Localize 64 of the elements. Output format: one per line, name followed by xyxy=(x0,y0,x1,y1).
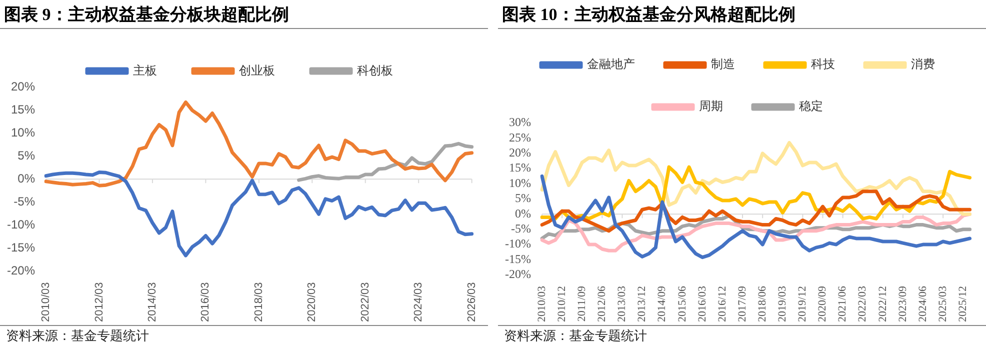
y-tick-label: 15% xyxy=(508,160,531,175)
x-tick-label: 2023/09 xyxy=(896,285,909,322)
y-tick-label: 0% xyxy=(18,171,36,186)
legend-label: 制造 xyxy=(711,57,735,72)
y-tick-label: 25% xyxy=(508,130,531,144)
y-tick-label: -15% xyxy=(504,252,531,266)
y-tick-label: 30% xyxy=(508,115,531,130)
legend-label: 科技 xyxy=(811,57,835,72)
x-tick-label: 2010/03 xyxy=(40,282,52,322)
x-tick-label: 2014/09 xyxy=(656,285,668,322)
y-tick-label: 20% xyxy=(10,79,36,94)
x-tick-label: 2012/03 xyxy=(93,282,106,322)
y-tick-label: -5% xyxy=(510,222,531,236)
y-tick-label: -20% xyxy=(504,267,531,282)
y-tick-label: -20% xyxy=(7,264,36,278)
text: 资料来源：基金专题统计 xyxy=(0,325,488,346)
x-tick-label: 2014/03 xyxy=(146,282,158,322)
x-tick-label: 2018/03 xyxy=(252,282,265,322)
x-tick-label: 2020/03 xyxy=(306,282,318,322)
x-tick-label: 2024/06 xyxy=(916,285,929,322)
x-tick-label: 2016/12 xyxy=(716,286,728,322)
x-tick-label: 2016/03 xyxy=(200,282,212,322)
x-tick-label: 2013/03 xyxy=(616,285,628,322)
x-tick-label: 2022/03 xyxy=(856,285,869,322)
legend-label: 稳定 xyxy=(799,99,823,114)
x-tick-label: 2025/03 xyxy=(936,285,949,322)
legend-label: 消费 xyxy=(911,57,935,72)
text: 资料来源：基金专题统计 xyxy=(498,325,986,346)
x-tick-label: 2016/03 xyxy=(696,285,708,322)
x-tick-label: 2022/03 xyxy=(359,282,372,322)
chart-title: 图表 10：主动权益基金分风格超配比例 xyxy=(498,2,986,29)
x-tick-label: 2021/06 xyxy=(836,285,849,322)
x-tick-label: 2018/06 xyxy=(756,285,768,322)
y-tick-label: 5% xyxy=(514,191,531,206)
y-tick-label: 10% xyxy=(508,176,531,190)
x-tick-label: 2012/06 xyxy=(596,285,608,322)
legend-label: 主板 xyxy=(133,63,157,78)
y-tick-label: -10% xyxy=(504,236,531,251)
x-tick-label: 2020/09 xyxy=(816,285,829,322)
x-tick-label: 2013/12 xyxy=(636,286,648,322)
y-tick-label: -10% xyxy=(7,217,36,232)
x-tick-label: 2011/09 xyxy=(576,285,588,322)
y-tick-label: -5% xyxy=(14,194,36,208)
y-tick-label: 20% xyxy=(508,146,531,160)
y-tick-label: -15% xyxy=(7,240,36,255)
legend-label: 金融地产 xyxy=(587,57,635,72)
x-tick-label: 2026/03 xyxy=(466,282,478,322)
legend-label: 科创板 xyxy=(357,63,393,78)
y-tick-label: 0% xyxy=(514,206,531,220)
x-tick-label: 2010/12 xyxy=(556,286,568,322)
y-tick-label: 15% xyxy=(10,102,36,116)
x-tick-label: 2022/12 xyxy=(876,286,889,322)
x-tick-label: 2010/03 xyxy=(536,285,548,322)
x-tick-label: 2019/03 xyxy=(776,285,789,322)
y-tick-label: 10% xyxy=(10,125,36,140)
x-tick-label: 2015/06 xyxy=(676,285,688,322)
y-tick-label: 5% xyxy=(18,148,36,162)
legend-label: 创业板 xyxy=(239,63,275,78)
legend-label: 周期 xyxy=(699,99,723,114)
x-tick-label: 2017/09 xyxy=(736,285,748,322)
chart-title: 图表 9：主动权益基金分板块超配比例 xyxy=(0,2,488,29)
x-tick-label: 2025/12 xyxy=(957,286,970,322)
x-tick-label: 2024/03 xyxy=(412,282,425,322)
x-tick-label: 2019/12 xyxy=(796,286,809,322)
